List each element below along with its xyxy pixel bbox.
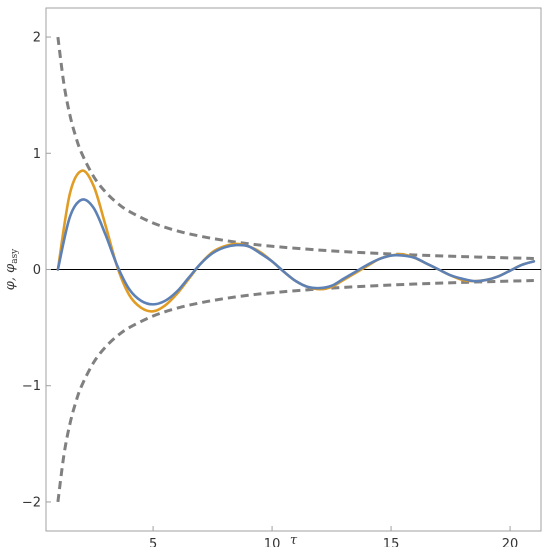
- x-tick-label: 10: [264, 537, 281, 547]
- x-tick-label: 15: [383, 537, 400, 547]
- y-tick-label: 0: [33, 263, 41, 278]
- y-axis-label-subscript: asy: [10, 248, 20, 264]
- y-axis-label: φ, φasy: [3, 248, 20, 290]
- y-tick-label: −2: [22, 495, 41, 510]
- x-axis-label: τ: [290, 533, 298, 547]
- series-line-1: [56, 198, 536, 306]
- series-line-4: [56, 279, 534, 503]
- series-line-3: [56, 36, 534, 260]
- x-ticks: 5 10 15 20: [149, 526, 518, 547]
- y-tick-label: 1: [33, 147, 41, 162]
- y-ticks: −2 −1 0 1 2: [22, 31, 51, 510]
- y-tick-label: −1: [22, 379, 41, 394]
- y-axis-label-main: φ, φ: [3, 263, 18, 290]
- y-tick-label: 2: [33, 31, 41, 46]
- x-tick-label: 5: [149, 537, 157, 547]
- x-tick-label: 20: [502, 537, 519, 547]
- series-layer: [56, 36, 536, 503]
